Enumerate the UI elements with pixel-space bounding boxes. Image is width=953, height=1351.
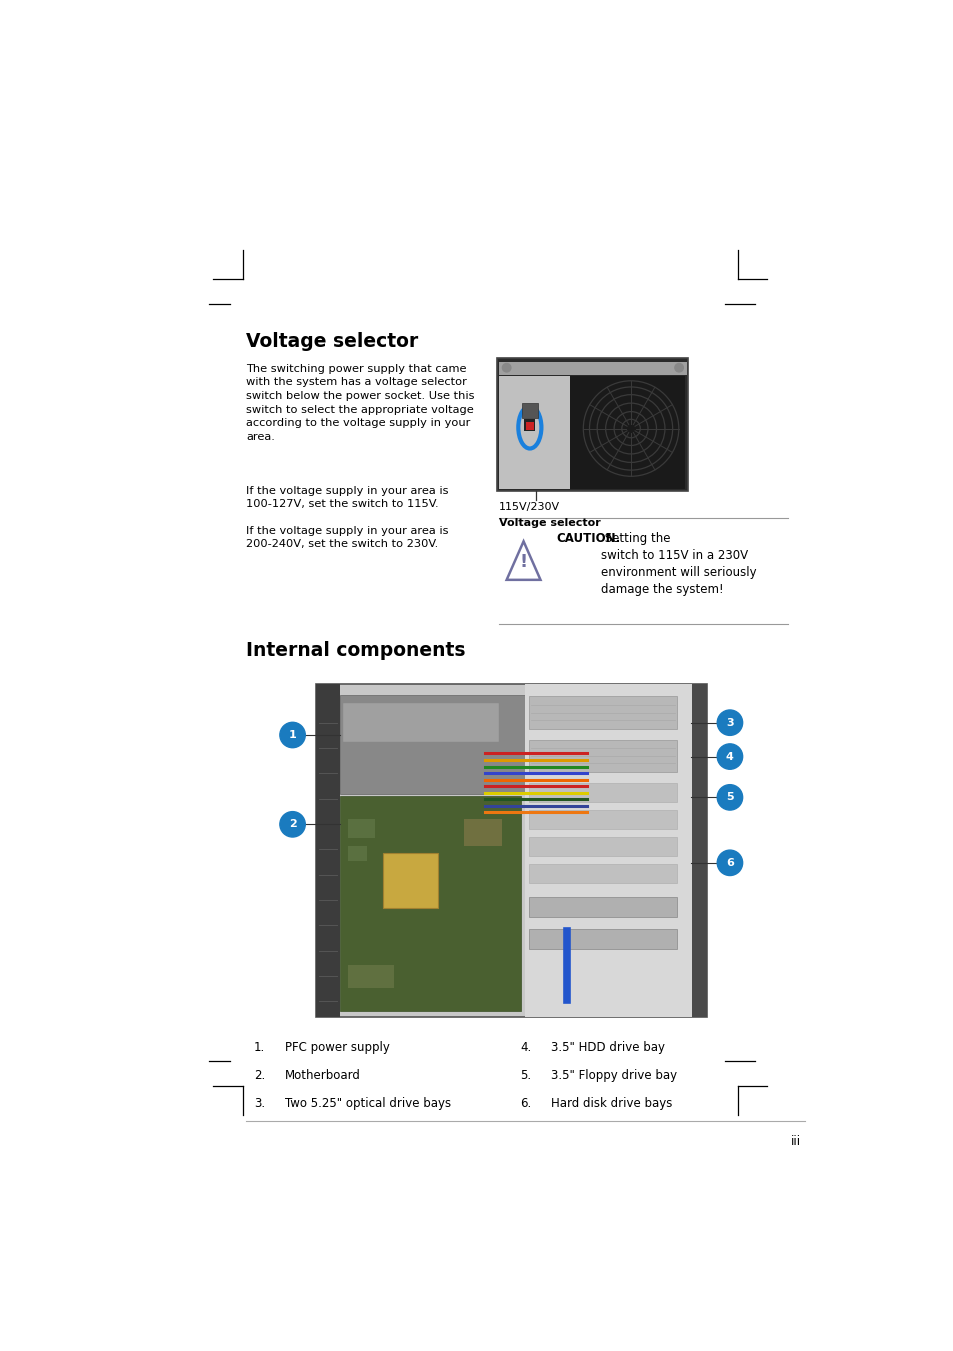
Text: The switching power supply that came
with the system has a voltage selector
swit: The switching power supply that came wit… xyxy=(246,363,475,442)
Text: Voltage selector: Voltage selector xyxy=(498,517,600,528)
Text: 6.: 6. xyxy=(520,1097,531,1111)
Text: 3.: 3. xyxy=(253,1097,265,1111)
Bar xyxy=(528,929,676,948)
Bar xyxy=(521,403,537,417)
Text: Hard disk drive bays: Hard disk drive bays xyxy=(551,1097,672,1111)
Bar xyxy=(528,809,676,830)
Bar xyxy=(525,422,533,430)
Text: 2.: 2. xyxy=(253,1069,265,1082)
Bar xyxy=(528,782,676,802)
Text: 5.: 5. xyxy=(520,1069,531,1082)
Text: 3.5" Floppy drive bay: 3.5" Floppy drive bay xyxy=(551,1069,677,1082)
Text: Internal components: Internal components xyxy=(246,642,465,661)
Text: 3: 3 xyxy=(725,717,733,728)
Text: 1.: 1. xyxy=(253,1042,265,1055)
Bar xyxy=(524,419,535,431)
Bar xyxy=(382,852,437,908)
Text: iii: iii xyxy=(790,1135,800,1147)
Bar xyxy=(348,846,367,862)
Bar xyxy=(342,704,498,742)
Bar xyxy=(528,836,676,857)
Bar xyxy=(691,684,706,1017)
Circle shape xyxy=(279,812,305,838)
Text: If the voltage supply in your area is
100-127V, set the switch to 115V.: If the voltage supply in your area is 10… xyxy=(246,485,449,509)
Text: !: ! xyxy=(519,553,527,570)
Circle shape xyxy=(717,711,741,735)
Circle shape xyxy=(279,723,305,747)
Text: CAUTION.: CAUTION. xyxy=(557,532,620,544)
Text: Voltage selector: Voltage selector xyxy=(246,331,418,350)
Polygon shape xyxy=(506,542,540,580)
Text: Setting the
switch to 115V in a 230V
environment will seriously
damage the syste: Setting the switch to 115V in a 230V env… xyxy=(600,532,756,596)
Bar xyxy=(528,897,676,917)
Bar xyxy=(315,684,340,1017)
Circle shape xyxy=(717,850,741,875)
Bar xyxy=(348,819,375,838)
Bar xyxy=(315,684,706,1017)
Bar xyxy=(524,684,692,1017)
Bar xyxy=(528,697,676,728)
Circle shape xyxy=(502,363,511,372)
Bar xyxy=(528,739,676,771)
Text: PFC power supply: PFC power supply xyxy=(285,1042,390,1055)
Text: 3.5" HDD drive bay: 3.5" HDD drive bay xyxy=(551,1042,664,1055)
Circle shape xyxy=(674,363,682,372)
Bar xyxy=(498,362,686,376)
Bar xyxy=(340,694,543,793)
Bar xyxy=(348,965,394,989)
Text: 2: 2 xyxy=(289,819,296,830)
Text: 5: 5 xyxy=(725,793,733,802)
Circle shape xyxy=(717,744,741,769)
Text: 1: 1 xyxy=(289,730,296,740)
Bar xyxy=(569,376,684,489)
Text: Motherboard: Motherboard xyxy=(285,1069,360,1082)
Text: 115V/230V: 115V/230V xyxy=(498,501,559,512)
Bar xyxy=(463,819,501,846)
Bar xyxy=(340,796,520,1012)
Text: If the voltage supply in your area is
200-240V, set the switch to 230V.: If the voltage supply in your area is 20… xyxy=(246,526,449,549)
Text: 4: 4 xyxy=(725,751,733,762)
Text: Two 5.25" optical drive bays: Two 5.25" optical drive bays xyxy=(285,1097,451,1111)
Bar xyxy=(498,376,571,489)
Bar xyxy=(497,358,688,490)
Text: 6: 6 xyxy=(725,858,733,867)
Circle shape xyxy=(717,785,741,811)
Text: 4.: 4. xyxy=(520,1042,531,1055)
Bar xyxy=(528,863,676,882)
